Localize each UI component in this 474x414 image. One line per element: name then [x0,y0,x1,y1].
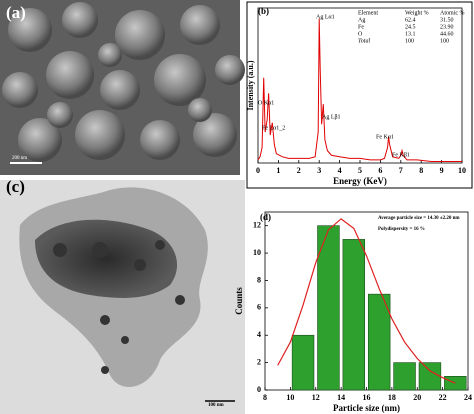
x-tick-label: 22 [439,393,447,402]
annotation: Polydispersity = 16 % [378,227,425,232]
table-header: Weight % [405,10,429,16]
table-cell: O [358,31,363,37]
x-tick-label: 10 [458,166,466,175]
table-cell: 100 [405,38,414,44]
peak-label: Fe Kβ1 [392,152,410,158]
x-axis-label: Particle size (nm) [333,403,400,413]
x-tick-label: 4 [338,166,342,175]
peak-label: Ag Lα1 [316,14,335,20]
y-axis-label: Intensity (a.u.) [246,60,255,110]
panel-label: (b) [258,6,269,16]
table-cell: Fe [358,24,364,30]
x-tick-label: 7 [399,166,403,175]
y-tick-label: 4 [257,330,261,339]
tem-image [0,180,245,414]
bar [418,362,442,391]
x-tick-label: 12 [312,393,320,402]
x-tick-label: 0 [256,166,260,175]
x-tick-label: 9 [440,166,444,175]
x-tick-label: 1 [276,166,280,175]
peak-label: Fe Lα1_2 [262,125,285,131]
x-axis-label: Energy (KeV) [333,176,387,186]
table-header: Element [358,10,378,16]
table-cell: Ag [358,17,365,23]
scale-bar-label: 200 nm [12,156,27,161]
y-tick-label: 0 [257,385,261,394]
y-tick-label: 12 [253,221,261,230]
bar [393,362,416,391]
table-cell: Total [358,38,370,44]
bar [291,334,315,391]
panel-label: (c) [6,177,25,196]
x-tick-label: 6 [378,166,382,175]
peak-label: O Kα1 [258,100,274,106]
table-cell: 13.1 [405,31,416,37]
x-tick-label: 16 [363,393,371,402]
bar [342,239,366,391]
x-tick-label: 10 [286,393,294,402]
panel-label: (d) [260,212,271,222]
table-cell: 31.50 [440,17,454,23]
table-cell: 62.4 [405,17,416,23]
x-tick-label: 8 [419,166,423,175]
y-tick-label: 6 [257,303,261,312]
x-tick-label: 20 [413,393,421,402]
fit-curve [277,218,456,384]
x-tick-label: 2 [297,166,301,175]
x-tick-label: 18 [388,393,396,402]
y-tick-label: 10 [253,248,261,257]
bar [317,225,340,391]
peak-label: Ag Lβ1 [322,114,341,120]
bar [367,293,391,391]
x-tick-label: 5 [358,166,362,175]
sem-image [0,0,245,175]
x-tick-label: 24 [464,393,472,402]
table-header: Atomic % [440,10,465,16]
table-cell: 24.5 [405,24,416,30]
annotation: Average particle size = 14.30 ±2.20 nm [378,216,460,221]
y-axis-label: Counts [234,287,244,315]
x-tick-label: 8 [263,393,267,402]
y-tick-label: 2 [257,357,261,366]
table-cell: 44.60 [440,31,454,37]
scale-bar-label: 100 nm [208,403,225,408]
spectrum-line [257,18,462,162]
x-tick-label: 3 [317,166,321,175]
x-tick-label: 14 [337,393,345,402]
y-tick-label: 8 [257,275,261,284]
panel-label: (a) [6,3,26,22]
peak-label: Fe Kα1 [376,134,394,140]
table-cell: 23.90 [440,24,454,30]
table-cell: 100 [440,38,449,44]
